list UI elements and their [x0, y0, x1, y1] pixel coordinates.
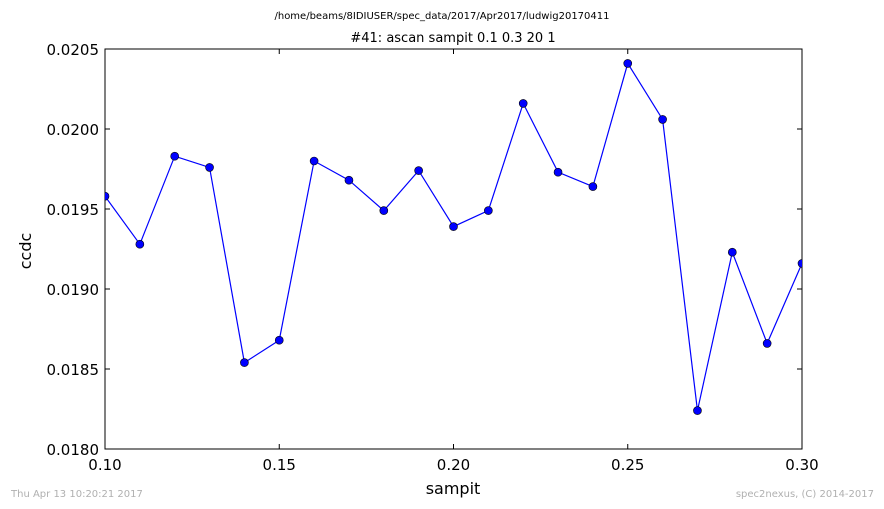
data-point	[518, 99, 528, 108]
y-tick-label: 0.0185	[47, 361, 100, 379]
data-point	[105, 191, 110, 201]
data-point	[623, 59, 633, 68]
data-point	[588, 182, 598, 191]
x-tick-label: 0.30	[785, 456, 818, 474]
y-axis-label: ccdc	[16, 233, 35, 270]
x-tick-label: 0.10	[88, 456, 121, 474]
data-point	[484, 206, 493, 215]
data-point	[205, 163, 214, 172]
data-point	[449, 222, 458, 231]
x-axis-label: sampit	[426, 479, 481, 498]
data-point	[344, 175, 354, 185]
data-point	[309, 156, 319, 166]
y-tick-label: 0.0205	[47, 41, 100, 59]
data-point	[414, 166, 423, 175]
data-point	[135, 239, 145, 249]
y-tick-label: 0.0195	[47, 201, 100, 219]
data-point	[379, 206, 389, 215]
data-point	[693, 406, 702, 415]
data-point	[170, 151, 179, 161]
data-point	[553, 167, 563, 177]
footer-timestamp: Thu Apr 13 10:20:21 2017	[11, 489, 143, 500]
data-point	[658, 115, 667, 124]
y-tick-label: 0.0200	[47, 121, 100, 139]
data-point	[274, 335, 284, 345]
plot-area	[104, 48, 803, 450]
chart-title: #41: ascan sampit 0.1 0.3 20 1	[350, 31, 555, 46]
footer-credit: spec2nexus, (C) 2014-2017	[735, 489, 874, 500]
data-point	[797, 259, 802, 268]
x-tick-label: 0.15	[263, 456, 296, 474]
x-tick-label: 0.20	[437, 456, 470, 474]
data-point	[240, 358, 249, 367]
y-tick-label: 0.0180	[47, 441, 100, 459]
chart-suptitle: /home/beams/8IDIUSER/spec_data/2017/Apr2…	[274, 11, 609, 22]
x-tick-label: 0.25	[611, 456, 644, 474]
y-tick-label: 0.0190	[47, 281, 100, 299]
data-point	[762, 339, 772, 348]
data-point	[727, 247, 737, 257]
